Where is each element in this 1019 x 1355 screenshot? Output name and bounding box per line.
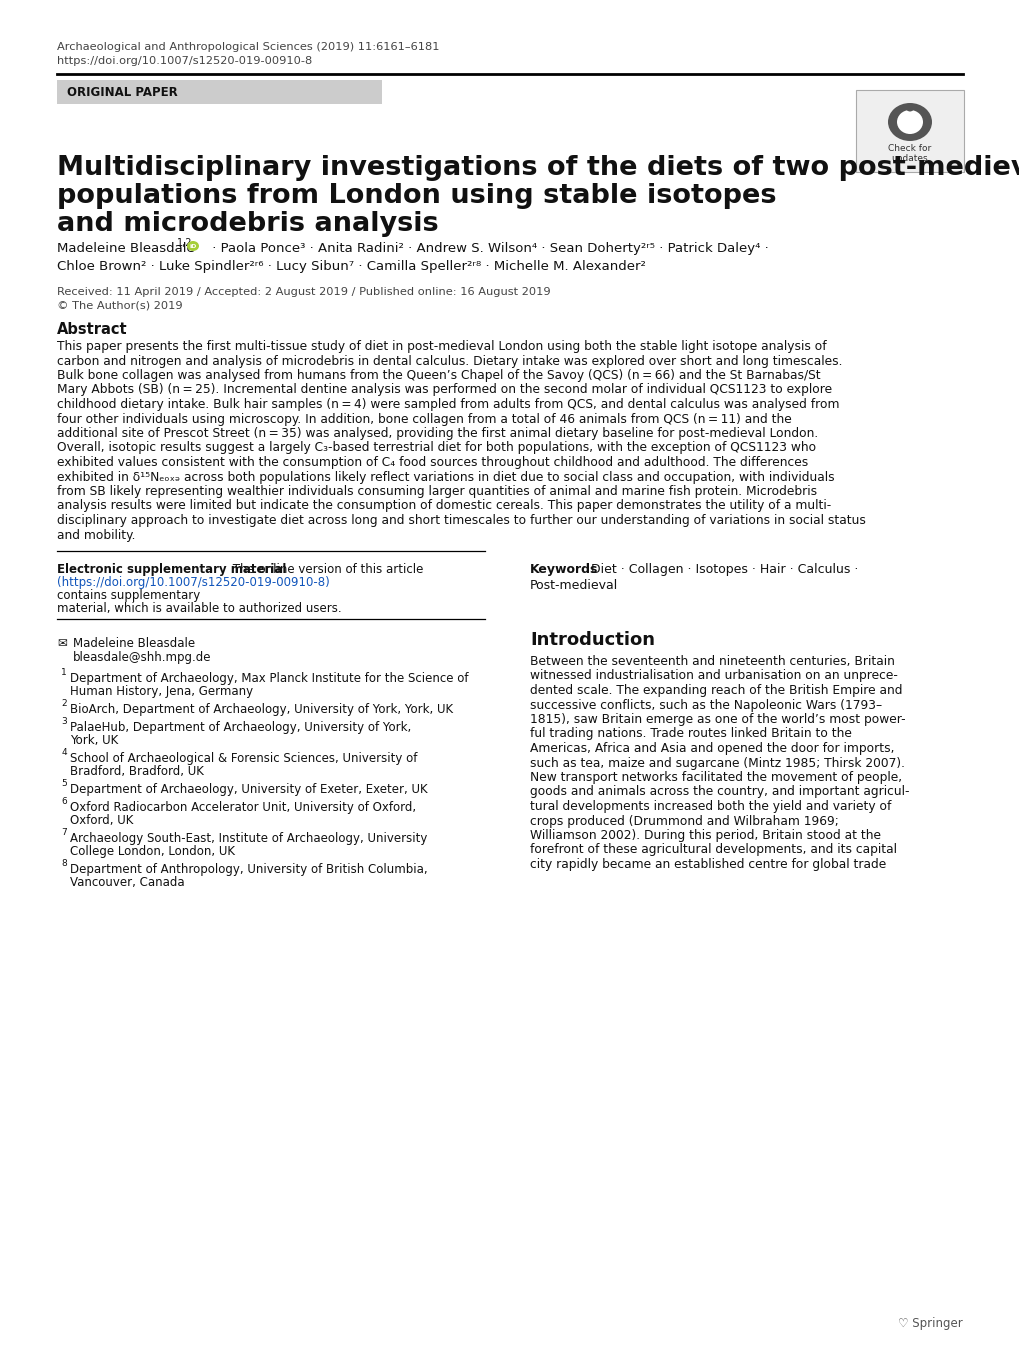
Text: ♡ Springer: ♡ Springer (898, 1317, 962, 1331)
Text: 1815), saw Britain emerge as one of the world’s most power-: 1815), saw Britain emerge as one of the … (530, 713, 905, 726)
Text: Between the seventeenth and nineteenth centuries, Britain: Between the seventeenth and nineteenth c… (530, 654, 894, 668)
Text: York, UK: York, UK (70, 734, 118, 747)
Text: Williamson 2002). During this period, Britain stood at the: Williamson 2002). During this period, Br… (530, 829, 880, 841)
Text: iD: iD (190, 244, 197, 248)
Text: Overall, isotopic results suggest a largely C₃-based terrestrial diet for both p: Overall, isotopic results suggest a larg… (57, 442, 815, 454)
Text: Mary Abbots (SB) (n = 25). Incremental dentine analysis was performed on the sec: Mary Abbots (SB) (n = 25). Incremental d… (57, 383, 832, 397)
Text: 3: 3 (61, 717, 67, 726)
Ellipse shape (888, 103, 931, 141)
Text: updates: updates (891, 154, 927, 163)
Text: Oxford Radiocarbon Accelerator Unit, University of Oxford,: Oxford Radiocarbon Accelerator Unit, Uni… (70, 801, 416, 814)
Text: Introduction: Introduction (530, 631, 654, 649)
Text: This paper presents the first multi-tissue study of diet in post-medieval London: This paper presents the first multi-tiss… (57, 340, 825, 354)
Text: Human History, Jena, Germany: Human History, Jena, Germany (70, 686, 253, 698)
Text: ORIGINAL PAPER: ORIGINAL PAPER (67, 85, 177, 99)
Text: https://doi.org/10.1007/s12520-019-00910-8: https://doi.org/10.1007/s12520-019-00910… (57, 56, 312, 66)
Text: Archaeology South-East, Institute of Archaeology, University: Archaeology South-East, Institute of Arc… (70, 832, 427, 846)
Text: · Paola Ponce³ · Anita Radini² · Andrew S. Wilson⁴ · Sean Doherty²ʳ⁵ · Patrick D: · Paola Ponce³ · Anita Radini² · Andrew … (208, 243, 768, 255)
Text: New transport networks facilitated the movement of people,: New transport networks facilitated the m… (530, 771, 901, 785)
Text: dented scale. The expanding reach of the British Empire and: dented scale. The expanding reach of the… (530, 684, 902, 696)
Text: childhood dietary intake. Bulk hair samples (n = 4) were sampled from adults fro: childhood dietary intake. Bulk hair samp… (57, 398, 839, 411)
Text: Received: 11 April 2019 / Accepted: 2 August 2019 / Published online: 16 August : Received: 11 April 2019 / Accepted: 2 Au… (57, 287, 550, 297)
Text: Department of Anthropology, University of British Columbia,: Department of Anthropology, University o… (70, 863, 427, 875)
Text: BioArch, Department of Archaeology, University of York, York, UK: BioArch, Department of Archaeology, Univ… (70, 703, 452, 715)
Text: © The Author(s) 2019: © The Author(s) 2019 (57, 301, 182, 312)
Text: (https://doi.org/10.1007/s12520-019-00910-8): (https://doi.org/10.1007/s12520-019-0091… (57, 576, 329, 589)
Text: Check for: Check for (888, 144, 930, 153)
Text: Department of Archaeology, Max Planck Institute for the Science of: Department of Archaeology, Max Planck In… (70, 672, 468, 686)
Text: and mobility.: and mobility. (57, 528, 136, 542)
Text: forefront of these agricultural developments, and its capital: forefront of these agricultural developm… (530, 844, 896, 856)
Text: populations from London using stable isotopes: populations from London using stable iso… (57, 183, 775, 209)
Ellipse shape (905, 104, 913, 111)
Text: such as tea, maize and sugarcane (Mintz 1985; Thirsk 2007).: such as tea, maize and sugarcane (Mintz … (530, 756, 904, 770)
Text: College London, London, UK: College London, London, UK (70, 846, 234, 858)
Text: Diet · Collagen · Isotopes · Hair · Calculus ·: Diet · Collagen · Isotopes · Hair · Calc… (586, 562, 858, 576)
Text: exhibited in δ¹⁵Nₑₒₓₔ across both populations likely reflect variations in diet : exhibited in δ¹⁵Nₑₒₓₔ across both popula… (57, 470, 834, 484)
Text: ful trading nations. Trade routes linked Britain to the: ful trading nations. Trade routes linked… (530, 728, 851, 740)
Ellipse shape (186, 241, 199, 251)
Text: goods and animals across the country, and important agricul-: goods and animals across the country, an… (530, 786, 909, 798)
Text: Department of Archaeology, University of Exeter, Exeter, UK: Department of Archaeology, University of… (70, 783, 427, 795)
Text: successive conflicts, such as the Napoleonic Wars (1793–: successive conflicts, such as the Napole… (530, 698, 881, 711)
Text: 5: 5 (61, 779, 67, 789)
Text: tural developments increased both the yield and variety of: tural developments increased both the yi… (530, 799, 891, 813)
Text: 8: 8 (61, 859, 67, 869)
Text: 6: 6 (61, 797, 67, 806)
Text: exhibited values consistent with the consumption of C₄ food sources throughout c: exhibited values consistent with the con… (57, 457, 807, 469)
Text: additional site of Prescot Street (n = 35) was analysed, providing the first ani: additional site of Prescot Street (n = 3… (57, 427, 817, 440)
Text: 1: 1 (61, 668, 67, 678)
Text: 2: 2 (61, 699, 67, 709)
Text: PalaeHub, Department of Archaeology, University of York,: PalaeHub, Department of Archaeology, Uni… (70, 721, 411, 734)
Text: from SB likely representing wealthier individuals consuming larger quantities of: from SB likely representing wealthier in… (57, 485, 816, 499)
Text: Oxford, UK: Oxford, UK (70, 814, 133, 827)
Text: Multidisciplinary investigations of the diets of two post-medieval: Multidisciplinary investigations of the … (57, 154, 1019, 182)
Text: Keywords: Keywords (530, 562, 598, 576)
Text: material, which is available to authorized users.: material, which is available to authoriz… (57, 602, 341, 615)
Text: ✉: ✉ (57, 637, 67, 650)
Text: contains supplementary: contains supplementary (57, 589, 200, 602)
Text: Post-medieval: Post-medieval (530, 579, 618, 592)
Text: Americas, Africa and Asia and opened the door for imports,: Americas, Africa and Asia and opened the… (530, 743, 894, 755)
Text: The online version of this article: The online version of this article (229, 562, 423, 576)
Text: Madeleine Bleasdale: Madeleine Bleasdale (57, 243, 195, 255)
Text: and microdebris analysis: and microdebris analysis (57, 211, 438, 237)
Text: 7: 7 (61, 828, 67, 837)
Text: disciplinary approach to investigate diet across long and short timescales to fu: disciplinary approach to investigate die… (57, 514, 865, 527)
Text: Abstract: Abstract (57, 322, 127, 337)
Text: bleasdale@shh.mpg.de: bleasdale@shh.mpg.de (73, 650, 211, 664)
FancyBboxPatch shape (855, 89, 963, 172)
Text: Vancouver, Canada: Vancouver, Canada (70, 875, 184, 889)
Text: analysis results were limited but indicate the consumption of domestic cereals. : analysis results were limited but indica… (57, 500, 830, 512)
Text: 4: 4 (61, 748, 67, 757)
Text: city rapidly became an established centre for global trade: city rapidly became an established centr… (530, 858, 886, 871)
Text: Electronic supplementary material: Electronic supplementary material (57, 562, 286, 576)
Text: Bradford, Bradford, UK: Bradford, Bradford, UK (70, 766, 204, 778)
FancyBboxPatch shape (57, 80, 382, 104)
Text: carbon and nitrogen and analysis of microdebris in dental calculus. Dietary inta: carbon and nitrogen and analysis of micr… (57, 355, 842, 367)
Text: four other individuals using microscopy. In addition, bone collagen from a total: four other individuals using microscopy.… (57, 412, 791, 425)
Text: Chloe Brown² · Luke Spindler²ʳ⁶ · Lucy Sibun⁷ · Camilla Speller²ʳ⁸ · Michelle M.: Chloe Brown² · Luke Spindler²ʳ⁶ · Lucy S… (57, 260, 645, 272)
Text: witnessed industrialisation and urbanisation on an unprece-: witnessed industrialisation and urbanisa… (530, 669, 897, 683)
Text: School of Archaeological & Forensic Sciences, University of: School of Archaeological & Forensic Scie… (70, 752, 417, 766)
Text: Madeleine Bleasdale: Madeleine Bleasdale (73, 637, 195, 650)
Text: crops produced (Drummond and Wilbraham 1969;: crops produced (Drummond and Wilbraham 1… (530, 814, 838, 828)
Text: Bulk bone collagen was analysed from humans from the Queen’s Chapel of the Savoy: Bulk bone collagen was analysed from hum… (57, 369, 820, 382)
Text: Archaeological and Anthropological Sciences (2019) 11:6161–6181: Archaeological and Anthropological Scien… (57, 42, 439, 51)
Ellipse shape (896, 110, 922, 134)
Text: 1,2: 1,2 (177, 238, 193, 248)
